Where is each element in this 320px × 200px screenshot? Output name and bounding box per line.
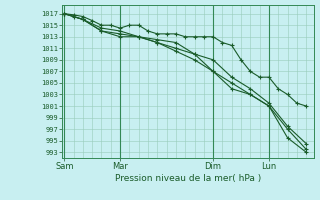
X-axis label: Pression niveau de la mer( hPa ): Pression niveau de la mer( hPa ) bbox=[115, 174, 261, 183]
